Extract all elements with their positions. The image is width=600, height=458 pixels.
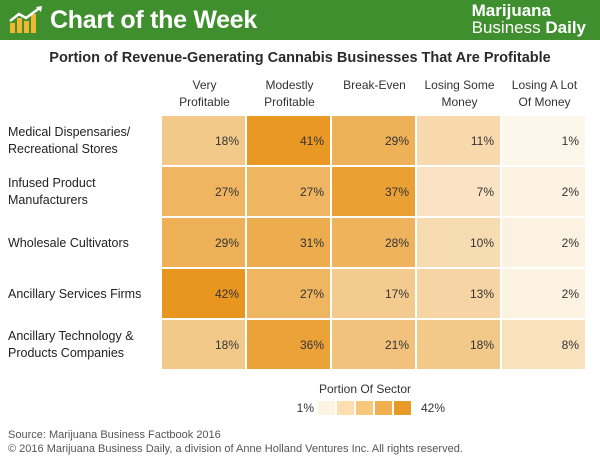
heatmap-cell: 18% — [162, 116, 247, 167]
heatmap-cell: 37% — [332, 167, 417, 218]
heatmap-cell: 1% — [502, 116, 587, 167]
row-label-line: Wholesale Cultivators — [8, 236, 129, 250]
header-bar: Chart of the Week Marijuana Business Dai… — [0, 0, 600, 40]
column-header-line — [332, 94, 417, 111]
heatmap-cell: 27% — [247, 167, 332, 218]
row-label-line: Manufacturers — [8, 193, 88, 207]
legend-max-label: 42% — [421, 401, 446, 415]
heatmap-cell: 18% — [162, 320, 247, 371]
heatmap-cell: 29% — [332, 116, 417, 167]
column-header: Break-Even — [332, 77, 417, 111]
brand-business: Business — [471, 18, 541, 37]
brand-line2: Business Daily — [472, 19, 586, 36]
chart-title: Portion of Revenue-Generating Cannabis B… — [49, 50, 551, 66]
column-header-line: Very — [192, 78, 217, 92]
heatmap-cell: 2% — [502, 269, 587, 320]
heatmap-cell: 41% — [247, 116, 332, 167]
row-label-line: Recreational Stores — [8, 142, 118, 156]
row-label: Ancillary Technology & Products Companies — [8, 328, 158, 362]
legend-swatch — [356, 401, 373, 415]
heatmap-cell: 10% — [417, 218, 502, 269]
heatmap-cell: 28% — [332, 218, 417, 269]
column-header: Losing A Lot Of Money — [502, 77, 587, 111]
column-header-line: Of Money — [518, 95, 571, 109]
column-header: Very Profitable — [162, 77, 247, 111]
heatmap-cell: 42% — [162, 269, 247, 320]
legend-swatch — [375, 401, 392, 415]
heatmap-cell: 8% — [502, 320, 587, 371]
heatmap-cell: 13% — [417, 269, 502, 320]
heatmap-cell: 11% — [417, 116, 502, 167]
brand-logo: Marijuana Business Daily — [472, 2, 586, 36]
row-label-line: Medical Dispensaries/ — [8, 125, 131, 139]
legend-title: Portion Of Sector — [318, 382, 412, 396]
row-label: Infused Product Manufacturers — [8, 175, 158, 209]
copyright-note: © 2016 Marijuana Business Daily, a divis… — [8, 443, 463, 455]
brand-daily: Daily — [545, 18, 586, 37]
column-header-line: Modestly — [265, 78, 314, 92]
column-header: Modestly Profitable — [247, 77, 332, 111]
column-header-line: Profitable — [179, 95, 230, 109]
heatmap-cell: 17% — [332, 269, 417, 320]
row-label-line: Products Companies — [8, 346, 125, 360]
column-header-line: Losing Some — [424, 78, 495, 92]
heatmap-cell: 27% — [247, 269, 332, 320]
brand-line1: Marijuana — [471, 1, 551, 20]
heatmap-cell: 21% — [332, 320, 417, 371]
column-header-line: Break-Even — [343, 78, 406, 92]
header-title: Chart of the Week — [50, 6, 257, 34]
source-note: Source: Marijuana Business Factbook 2016 — [8, 429, 221, 441]
legend-swatch — [318, 401, 335, 415]
heatmap-cell: 2% — [502, 218, 587, 269]
column-header-line: Money — [441, 95, 478, 109]
heatmap-cell: 27% — [162, 167, 247, 218]
column-header-line: Profitable — [264, 95, 315, 109]
chart-logo-icon — [9, 5, 42, 33]
heatmap-cell: 7% — [417, 167, 502, 218]
row-label-line: Ancillary Services Firms — [8, 287, 142, 301]
heatmap-cell: 2% — [502, 167, 587, 218]
heatmap-cell: 18% — [417, 320, 502, 371]
legend-swatch — [337, 401, 354, 415]
heatmap-cell: 29% — [162, 218, 247, 269]
legend-swatch — [394, 401, 411, 415]
row-label: Ancillary Services Firms — [8, 286, 158, 303]
row-label-line: Ancillary Technology & — [8, 329, 134, 343]
column-header: Losing Some Money — [417, 77, 502, 111]
row-label: Medical Dispensaries/Recreational Stores — [8, 124, 158, 158]
row-label-line: Infused Product — [8, 176, 96, 190]
heatmap-cell: 36% — [247, 320, 332, 371]
column-header-line: Losing A Lot — [511, 78, 578, 92]
row-label: Wholesale Cultivators — [8, 235, 158, 252]
heatmap-cell: 31% — [247, 218, 332, 269]
legend-min-label: 1% — [296, 401, 314, 415]
